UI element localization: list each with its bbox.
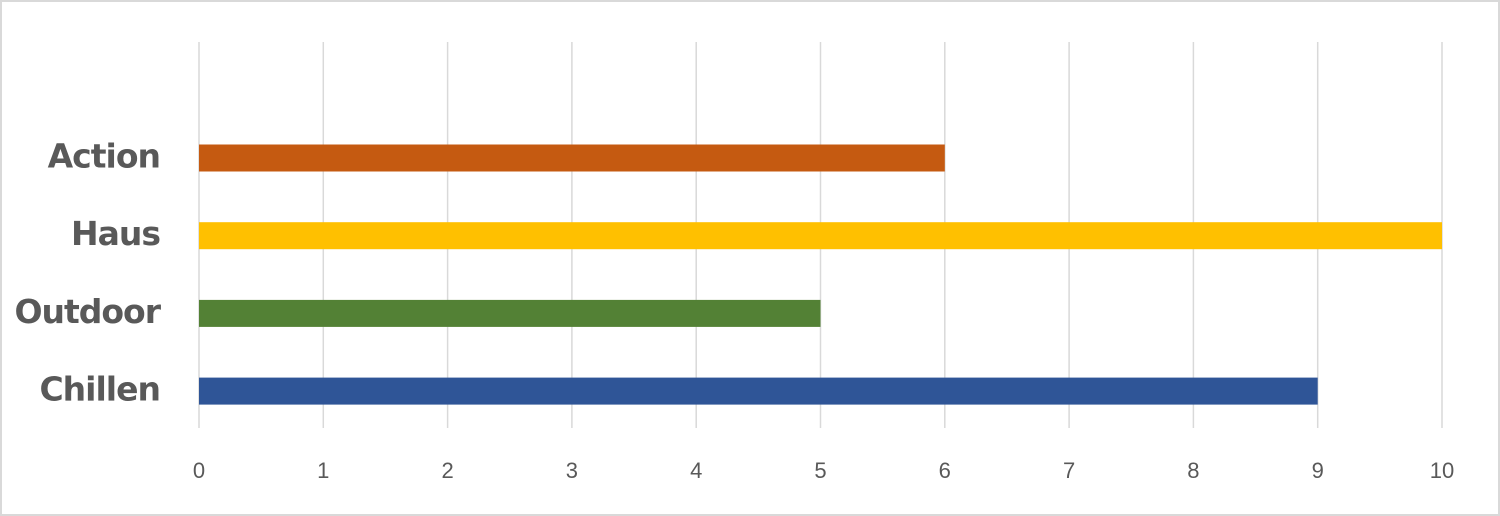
x-tick-label: 4	[690, 458, 702, 483]
bar	[199, 144, 945, 172]
bar	[199, 299, 821, 327]
x-tick-label: 3	[566, 458, 578, 483]
y-tick-label: Action	[48, 137, 160, 176]
x-tick-label: 1	[317, 458, 329, 483]
x-tick-label: 2	[441, 458, 453, 483]
x-tick-label: 6	[939, 458, 951, 483]
x-tick-label: 9	[1312, 458, 1324, 483]
x-tick-label: 5	[814, 458, 826, 483]
x-tick-label: 10	[1430, 458, 1454, 483]
bar	[199, 222, 1442, 250]
x-tick-label: 0	[193, 458, 205, 483]
y-tick-label: Haus	[71, 214, 160, 253]
x-tick-label: 7	[1063, 458, 1075, 483]
x-tick-label: 8	[1187, 458, 1199, 483]
y-tick-label: Outdoor	[14, 292, 161, 331]
bar	[199, 377, 1318, 405]
y-tick-label: Chillen	[39, 370, 160, 409]
